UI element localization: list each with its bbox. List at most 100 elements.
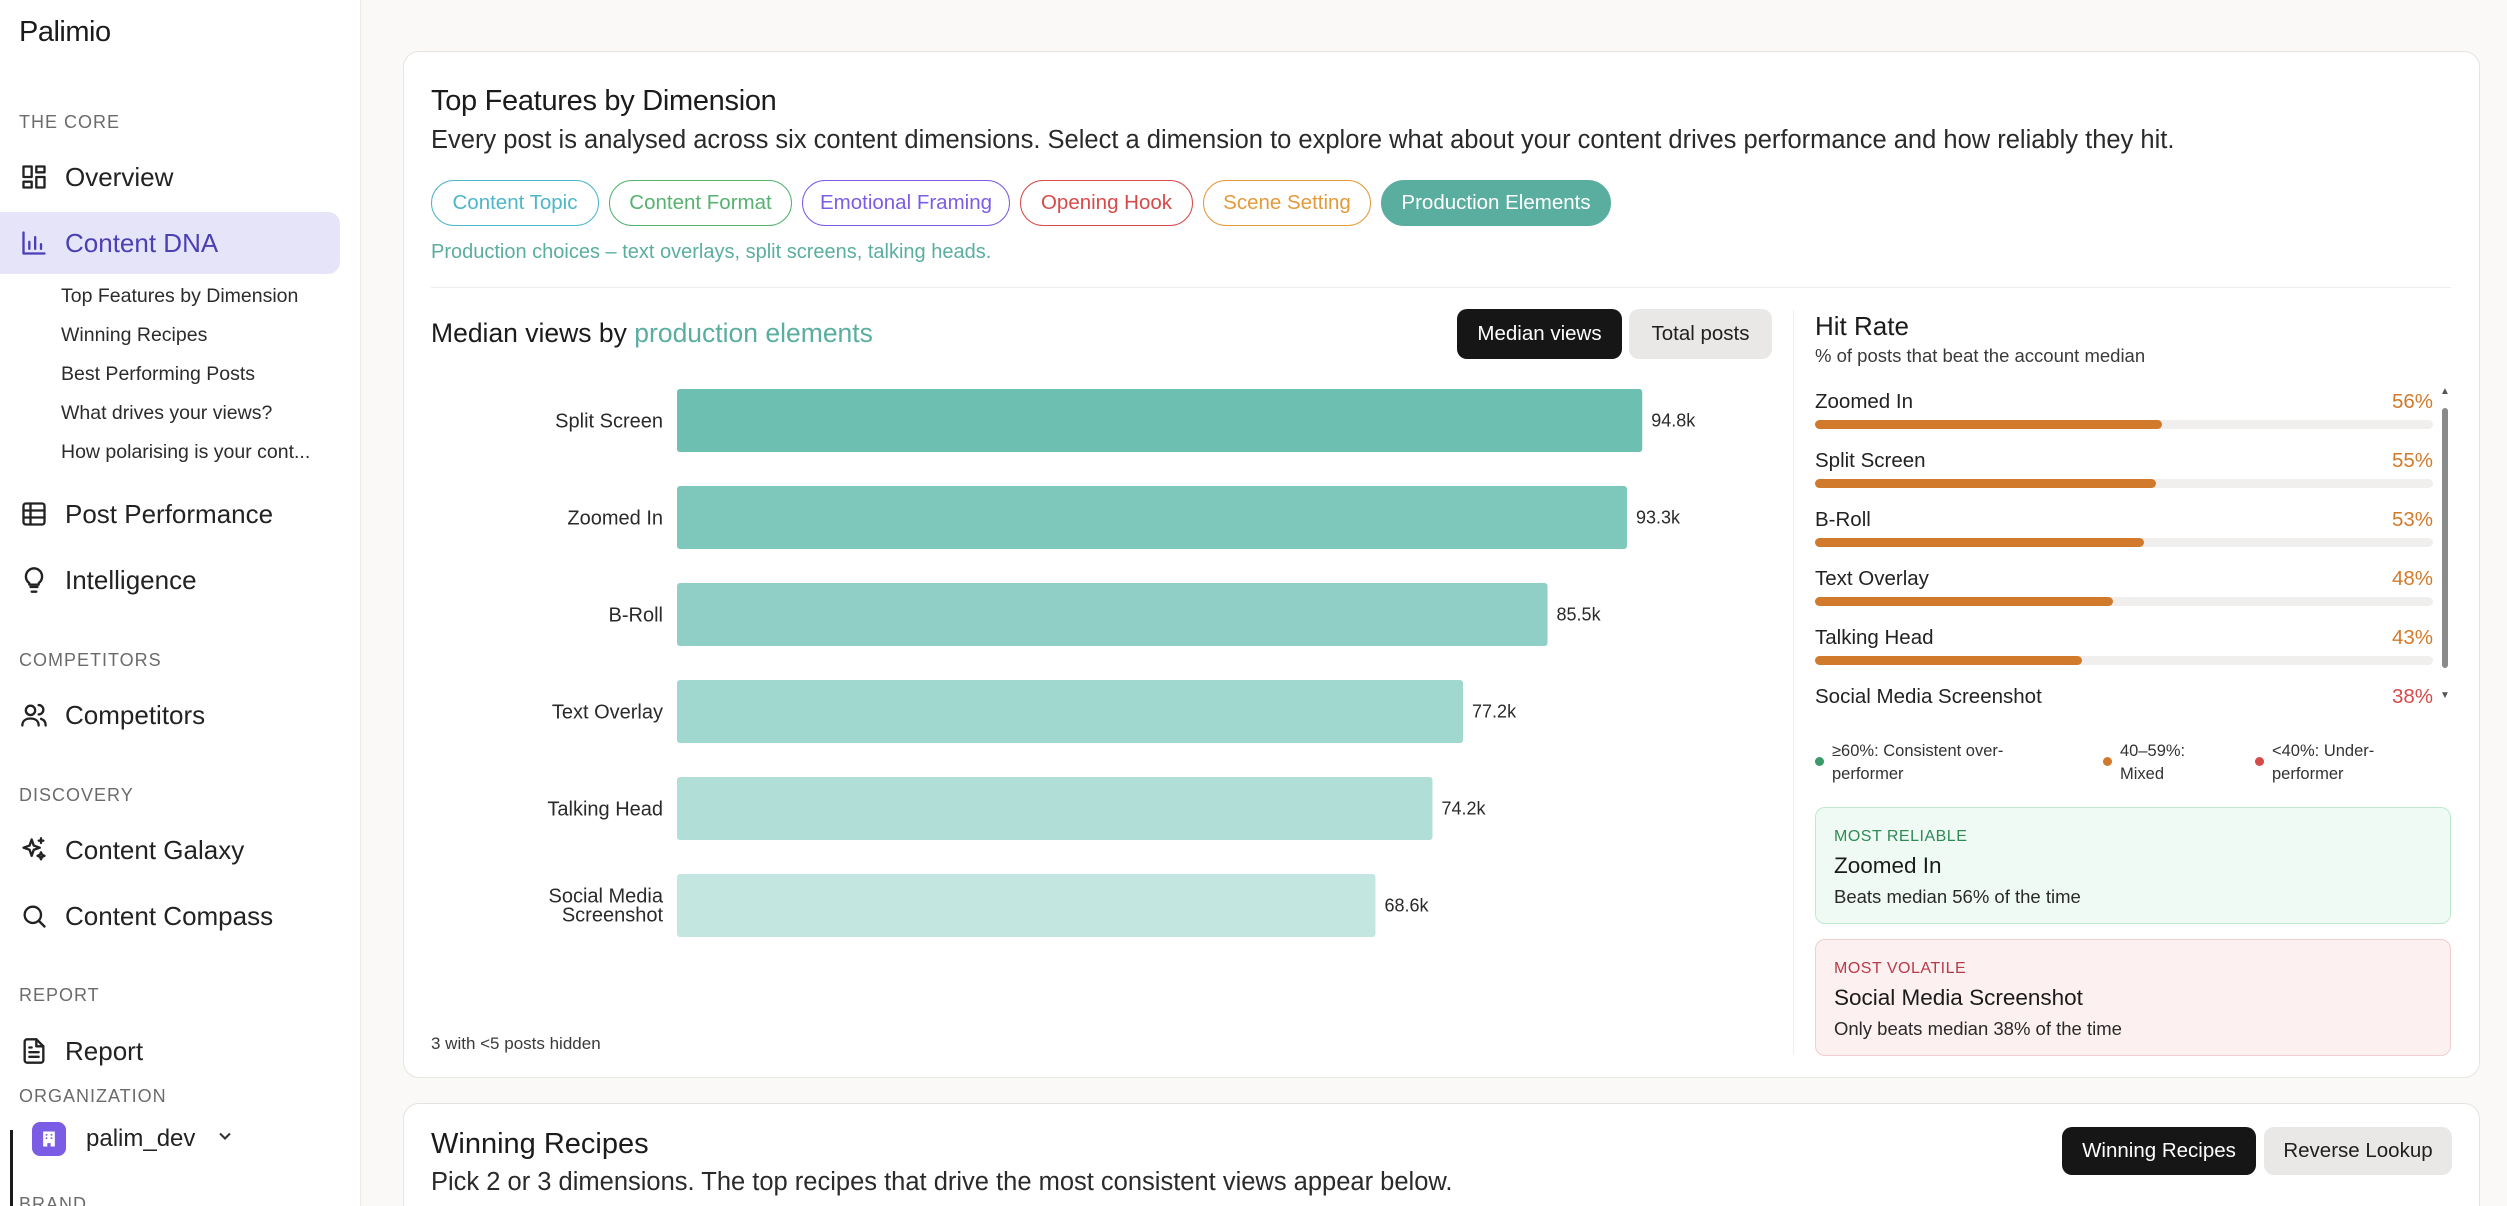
callout-note: Only beats median 38% of the time <box>1834 1018 2122 1039</box>
value-label: 94.8k <box>1651 411 1696 431</box>
bar[interactable] <box>677 486 1627 549</box>
toggle-reverse-lookup[interactable]: Reverse Lookup <box>2264 1127 2452 1175</box>
hit-rate-label: Talking Head <box>1815 626 1934 649</box>
hit-rate-fill <box>1815 656 2082 665</box>
value-label: 74.2k <box>1441 799 1486 819</box>
sidebar: Palimio THE CORE Overview Content DNA To… <box>0 0 361 1206</box>
sidebar-item-label: Report <box>65 1035 144 1066</box>
lightbulb-icon <box>19 565 49 595</box>
org-selected-indicator <box>10 1130 13 1206</box>
bar[interactable] <box>677 389 1643 452</box>
sidebar-subitem-best-posts[interactable]: Best Performing Posts <box>61 363 255 385</box>
chip-content-format[interactable]: Content Format <box>609 180 792 226</box>
callout-name: Zoomed In <box>1834 853 1942 878</box>
hit-rate-track <box>1815 597 2433 606</box>
toggle-total-posts[interactable]: Total posts <box>1629 309 1772 359</box>
hit-rate-row: Talking Head 43% <box>1815 624 2433 683</box>
value-label: 85.5k <box>1557 605 1602 625</box>
bar-chart-icon <box>19 228 49 258</box>
sidebar-item-competitors[interactable]: Competitors <box>0 684 340 746</box>
divider <box>431 287 2451 288</box>
category-label: Zoomed In <box>567 508 663 530</box>
median-views-bar-chart: Split Screen 94.8k Zoomed In 93.3k B-Roll 85.… <box>547 389 1696 937</box>
org-switcher[interactable]: palim_dev <box>12 1122 235 1156</box>
section-label-brand: BRAND <box>19 1194 88 1206</box>
category-label: Split Screen <box>555 411 663 433</box>
hit-rate-label: Zoomed In <box>1815 390 1913 413</box>
chip-production-elements[interactable]: Production Elements <box>1381 180 1611 226</box>
category-label: Text Overlay <box>552 702 663 724</box>
dimension-caption: Production choices – text overlays, spli… <box>431 241 992 263</box>
scroll-down-icon[interactable]: ▼ <box>2440 690 2450 701</box>
toggle-winning-recipes[interactable]: Winning Recipes <box>2062 1127 2256 1175</box>
hit-rate-row: Social Media Screenshot 38% <box>1815 683 2433 708</box>
sidebar-subitem-what-drives-views[interactable]: What drives your views? <box>61 402 273 424</box>
hit-rate-fill <box>1815 597 2113 606</box>
hit-rate-row: B-Roll 53% <box>1815 506 2433 565</box>
chip-emotional-framing[interactable]: Emotional Framing <box>802 180 1010 226</box>
sidebar-subitem-winning-recipes[interactable]: Winning Recipes <box>61 324 208 346</box>
bar[interactable] <box>677 874 1376 937</box>
chart-title-accent: production elements <box>634 318 873 348</box>
chip-opening-hook[interactable]: Opening Hook <box>1020 180 1193 226</box>
hit-rate-list[interactable]: Zoomed In 56% Split Screen 55% B-Roll 53% Text… <box>1815 388 2433 708</box>
section-title: Top Features by Dimension <box>431 85 777 117</box>
bar[interactable] <box>677 777 1433 840</box>
sidebar-item-label: Post Performance <box>65 498 274 529</box>
hit-rate-track <box>1815 420 2433 429</box>
section-label-discovery: DISCOVERY <box>19 785 134 805</box>
chip-content-topic[interactable]: Content Topic <box>431 180 599 226</box>
org-name: palim_dev <box>86 1125 196 1152</box>
category-label: B-Roll <box>609 605 663 627</box>
scroll-up-icon[interactable]: ▲ <box>2440 386 2450 397</box>
winning-recipes-title: Winning Recipes <box>431 1128 649 1160</box>
hit-rate-fill <box>1815 538 2144 547</box>
hit-rate-fill <box>1815 420 2163 429</box>
sparkles-icon <box>19 835 49 865</box>
hit-rate-value: 53% <box>2391 508 2433 531</box>
hit-rate-value: 43% <box>2391 626 2433 649</box>
value-label: 93.3k <box>1636 508 1681 528</box>
brand-logo[interactable]: Palimio <box>19 16 111 48</box>
value-label: 68.6k <box>1384 896 1429 916</box>
building-icon <box>32 1122 66 1156</box>
sidebar-item-post-performance[interactable]: Post Performance <box>0 483 340 545</box>
scroll-thumb[interactable] <box>2442 408 2448 668</box>
sidebar-item-label: Content DNA <box>65 227 219 258</box>
chevron-down-icon[interactable] <box>215 1125 235 1153</box>
callout-name: Social Media Screenshot <box>1834 985 2083 1010</box>
sidebar-item-report[interactable]: Report <box>0 1020 340 1082</box>
bar[interactable] <box>677 583 1548 646</box>
sidebar-item-intelligence[interactable]: Intelligence <box>0 549 340 611</box>
sidebar-subitem-top-features[interactable]: Top Features by Dimension <box>61 285 299 307</box>
hit-rate-scrollbar[interactable]: ▲ ▼ <box>2440 386 2450 706</box>
section-label-report: REPORT <box>19 985 100 1005</box>
hit-rate-value: 56% <box>2391 390 2433 413</box>
section-description: Every post is analysed across six conten… <box>431 126 2175 154</box>
legend-dot-orange <box>2103 757 2112 766</box>
section-label-organization: ORGANIZATION <box>19 1086 167 1106</box>
hit-rate-label: Social Media Screenshot <box>1815 685 2042 708</box>
sidebar-item-label: Content Compass <box>65 900 274 931</box>
most-volatile-callout: MOST VOLATILE Social Media Screenshot On… <box>1815 939 2451 1056</box>
most-reliable-callout: MOST RELIABLE Zoomed In Beats median 56%… <box>1815 807 2451 924</box>
hit-rate-label: Split Screen <box>1815 449 1926 472</box>
hit-rate-value: 38% <box>2391 685 2433 708</box>
sidebar-item-content-dna[interactable]: Content DNA <box>0 212 340 274</box>
hit-rate-track <box>1815 538 2433 547</box>
section-label-core: THE CORE <box>19 112 121 132</box>
legend-text: 40–59%: Mixed <box>2120 742 2186 783</box>
toggle-median-views[interactable]: Median views <box>1457 309 1622 359</box>
callout-note: Beats median 56% of the time <box>1834 886 2081 907</box>
sidebar-item-overview[interactable]: Overview <box>0 146 340 208</box>
sidebar-subitem-polarising[interactable]: How polarising is your cont... <box>61 441 311 463</box>
chip-scene-setting[interactable]: Scene Setting <box>1203 180 1371 226</box>
sidebar-item-content-galaxy[interactable]: Content Galaxy <box>0 819 340 881</box>
chart-title: Median views by production elements <box>431 318 873 349</box>
bar[interactable] <box>677 680 1464 743</box>
sidebar-item-content-compass[interactable]: Content Compass <box>0 885 340 947</box>
users-icon <box>19 700 49 730</box>
section-label-competitors: COMPETITORS <box>19 650 162 670</box>
hit-rate-label: Text Overlay <box>1815 567 1929 590</box>
